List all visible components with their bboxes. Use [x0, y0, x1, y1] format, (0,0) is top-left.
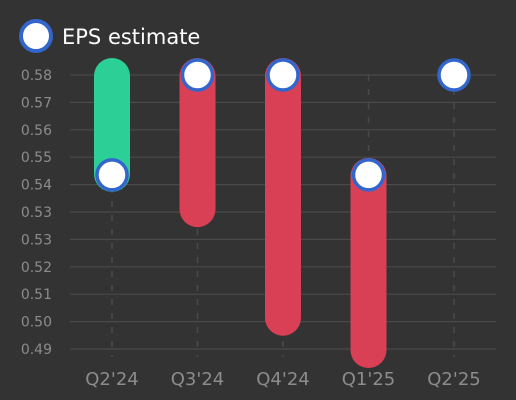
- x-tick-label: Q3'24: [171, 369, 224, 390]
- y-tick-label: 0.49: [21, 342, 52, 358]
- legend-marker-icon: [19, 19, 53, 53]
- range-bars: [94, 58, 387, 369]
- y-tick-label: 0.56: [21, 123, 52, 139]
- x-tick-label: Q4'24: [256, 369, 309, 390]
- range-bar: [179, 58, 216, 228]
- x-axis-ticks: Q2'24 Q3'24 Q4'24 Q1'25 Q2'25: [85, 369, 480, 390]
- y-tick-label: 0.57: [21, 95, 52, 111]
- range-bar: [350, 157, 387, 369]
- y-tick-label: 0.50: [21, 315, 52, 331]
- x-tick-label: Q2'24: [85, 369, 138, 390]
- y-tick-label: 0.51: [21, 287, 52, 303]
- legend: EPS estimate: [19, 19, 200, 53]
- estimate-marker: [437, 58, 471, 92]
- y-axis-ticks: 0.49 0.50 0.51 0.52 0.53 0.53 0.54 0.55 0.56 0.57…: [21, 68, 52, 358]
- y-tick-label: 0.58: [21, 68, 52, 84]
- x-tick-label: Q1'25: [342, 369, 395, 390]
- x-tick-label: Q2'25: [427, 369, 480, 390]
- range-bar: [94, 58, 130, 192]
- y-tick-label: 0.55: [21, 150, 52, 166]
- y-tick-label: 0.52: [21, 260, 52, 276]
- estimate-marker: [351, 158, 386, 192]
- range-bar: [265, 58, 301, 336]
- estimate-markers: [95, 58, 471, 192]
- estimate-marker: [95, 158, 129, 192]
- y-tick-label: 0.53: [21, 232, 52, 248]
- y-tick-label: 0.54: [21, 178, 52, 194]
- y-tick-label: 0.53: [21, 205, 52, 221]
- estimate-marker: [180, 58, 215, 92]
- estimate-marker: [266, 58, 300, 92]
- legend-label: EPS estimate: [62, 25, 200, 49]
